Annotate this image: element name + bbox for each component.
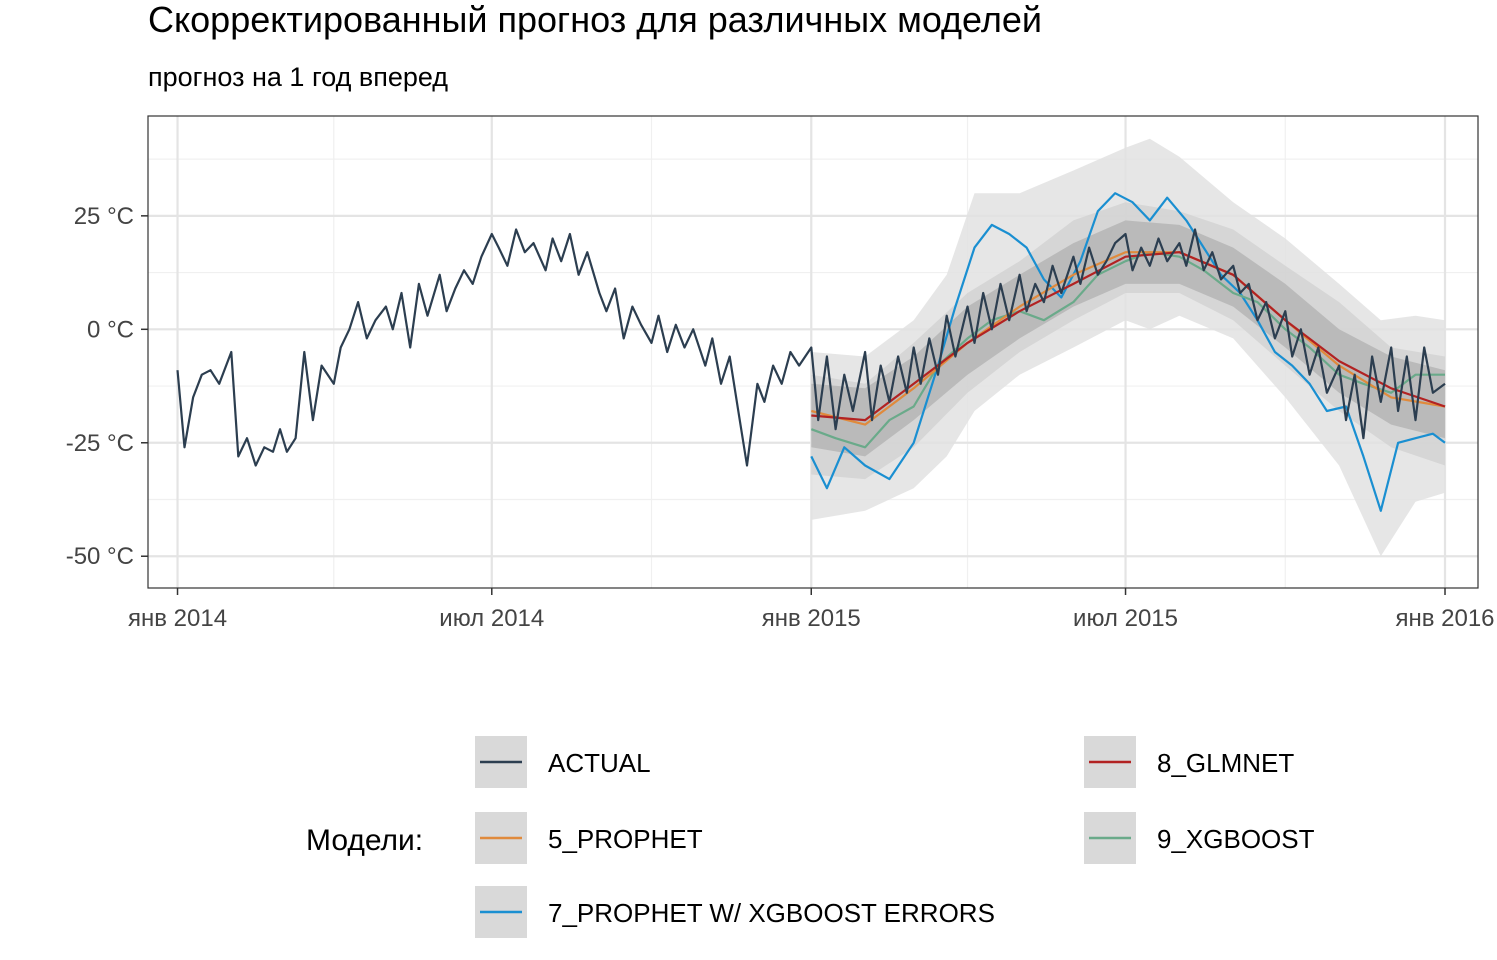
x-tick-label: янв 2015: [762, 605, 861, 632]
inner-interval-band: [811, 220, 1445, 457]
legend-label: 7_PROPHET W/ XGBOOST ERRORS: [548, 898, 995, 928]
legend-label: 5_PROPHET: [548, 824, 703, 854]
series-line-7-prophet-w-xgboost-errors: [810, 192, 1446, 512]
series-line-8-glmnet: [811, 251, 1446, 422]
chart-subtitle: прогноз на 1 год вперед: [148, 62, 448, 92]
y-tick-label: -50 °C: [66, 543, 134, 570]
band-layer: [811, 138, 1445, 557]
series-line-9-xgboost: [810, 251, 1445, 449]
series-line-actual: [176, 228, 1446, 467]
legend-label: ACTUAL: [548, 748, 651, 778]
middle-interval-band: [811, 202, 1445, 480]
legend-item: 5_PROPHET: [475, 812, 703, 864]
legend: Модели: ACTUAL 8_GLMNET 5_PROPHET 9_XGBOOST…: [306, 736, 1315, 938]
x-tick-label: июл 2015: [1073, 605, 1178, 632]
y-tick-label: 25 °C: [74, 203, 134, 230]
y-tick-label: -25 °C: [66, 430, 134, 457]
legend-title: Модели:: [306, 824, 423, 857]
chart-title: Скорректированный прогноз для различных …: [148, 0, 1042, 40]
plot-panel-border: [147, 115, 1479, 589]
legend-label: 9_XGBOOST: [1157, 824, 1315, 854]
line-layer: [176, 192, 1446, 512]
legend-label: 8_GLMNET: [1157, 748, 1294, 778]
x-tick-label: июл 2014: [439, 605, 544, 632]
y-tick-label: 0 °C: [87, 316, 134, 343]
legend-item: 9_XGBOOST: [1084, 812, 1315, 864]
outer-interval-band: [811, 138, 1445, 557]
axis-layer: янв 2014 июл 2014 янв 2015 июл 2015 янв 2016…: [66, 203, 1495, 632]
x-tick-label: янв 2016: [1395, 605, 1494, 632]
x-tick-label: янв 2014: [128, 605, 227, 632]
legend-item: 8_GLMNET: [1084, 736, 1294, 788]
legend-item: 7_PROPHET W/ XGBOOST ERRORS: [475, 886, 995, 938]
legend-item: ACTUAL: [475, 736, 651, 788]
